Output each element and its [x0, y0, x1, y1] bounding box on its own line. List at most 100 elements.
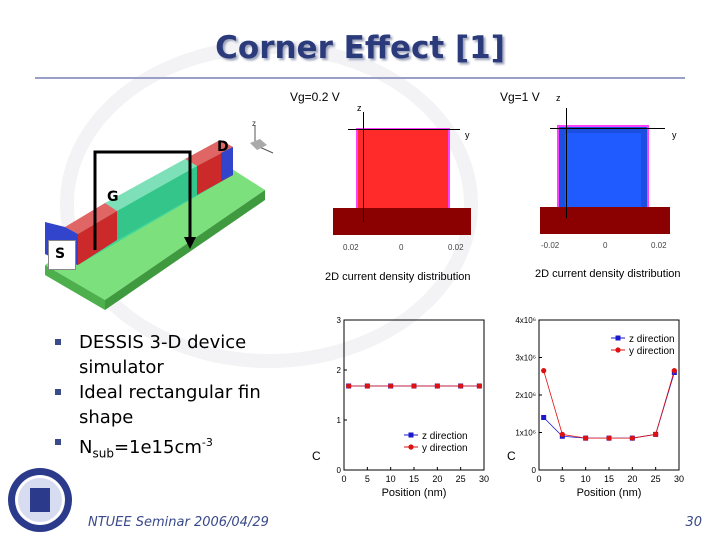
series-line-z-direction [543, 372, 675, 439]
drain-label: D [217, 139, 229, 155]
bullet-marker [55, 439, 61, 445]
gate-front [117, 166, 197, 240]
substrate-side [45, 265, 105, 310]
drain-arrow [93, 150, 192, 250]
x-tick-label: 0 [341, 474, 346, 484]
x-tick-label: 25 [456, 474, 466, 484]
x-tick-label: 20 [432, 474, 442, 484]
x-tick-label: 20 [627, 474, 637, 484]
x-tick-label: 0 [536, 474, 541, 484]
data-point-y-direction [411, 383, 417, 389]
bullet-subscript: sub [92, 446, 114, 461]
device-axis-z-label: z [252, 119, 256, 128]
map1-tick-left: 0.02 [343, 243, 359, 252]
legend-label: z direction [629, 334, 675, 345]
line-chart-vg-1: 0 5 10 15 20 25 30 0 1x10⁶ 2x10⁶ 3x10⁶ 4x10⁶ Positio… [507, 316, 684, 499]
x-axis-label: Position (nm) [577, 487, 642, 499]
x-tick-label: 5 [365, 474, 370, 484]
y-axis-label: C [312, 449, 321, 463]
legend-marker [408, 444, 414, 450]
y-tick-label: 3x10⁶ [515, 354, 536, 363]
data-point-z-direction [541, 415, 547, 420]
finfet-illustration [45, 125, 274, 310]
vg-label-2: Vg=1 V [500, 90, 540, 104]
bullet-superscript: -3 [201, 436, 213, 449]
data-point-y-direction [653, 431, 659, 437]
bullet-item: DESSIS 3-D device simulator [55, 330, 285, 380]
bullet-text-n: N [79, 437, 93, 458]
bullet-text: Ideal rectangular fin shape [79, 382, 261, 428]
x-tick-label: 10 [386, 474, 396, 484]
source-face [78, 211, 117, 265]
substrate-front [105, 190, 265, 310]
bullet-text: DESSIS 3-D device simulator [79, 332, 247, 378]
y-tick-label: 1x10⁶ [515, 429, 536, 438]
data-point-y-direction [606, 435, 612, 441]
y-tick-label: 3 [337, 316, 342, 325]
vg-label-1: Vg=0.2 V [290, 90, 340, 104]
slide-title: Corner Effect [1] [215, 30, 505, 66]
y-tick-label: 2x10⁶ [515, 391, 536, 400]
map2-axis-y: y [672, 130, 677, 140]
university-seal-logo [8, 468, 72, 532]
data-point-y-direction [434, 383, 440, 389]
bullet-marker [55, 389, 61, 395]
map2-substrate [540, 207, 670, 234]
map2-axis-z: z [556, 93, 561, 103]
x-tick-label: 25 [651, 474, 661, 484]
legend-label: y direction [422, 443, 468, 454]
y-axis-label: C [507, 449, 516, 463]
gate-top [105, 159, 197, 211]
x-axis-label: Position (nm) [382, 487, 447, 499]
map2-tick-right: 0.02 [651, 241, 667, 250]
map2-axis-z-line [566, 108, 567, 218]
legend-marker [615, 335, 621, 341]
series-line-y-direction [543, 370, 675, 439]
gate-label: G [107, 189, 119, 205]
data-point-y-direction [458, 383, 464, 389]
x-tick-label: 15 [409, 474, 419, 484]
x-tick-label: 10 [581, 474, 591, 484]
legend-marker [408, 432, 414, 438]
legend-label: y direction [629, 346, 675, 357]
drain-top [185, 140, 233, 166]
map2-tick-mid: 0 [603, 241, 608, 250]
map1-axis-y: y [465, 130, 470, 140]
map1-substrate [333, 208, 471, 235]
drain-arrowhead [184, 237, 196, 249]
map1-axis-y-line [348, 129, 460, 130]
legend-marker [615, 347, 621, 353]
map2-tick-left: -0.02 [541, 241, 560, 250]
y-tick-label: 4x10⁶ [515, 316, 536, 325]
x-tick-label: 30 [479, 474, 489, 484]
y-tick-label: 0 [337, 466, 342, 475]
map1-axis-z: z [357, 103, 362, 113]
source-top [65, 203, 117, 234]
axis-marker-cube [250, 139, 267, 150]
data-point-y-direction [346, 383, 352, 389]
y-tick-label: 0 [532, 466, 537, 475]
x-tick-label: 5 [560, 474, 565, 484]
density-map-2 [557, 125, 649, 217]
data-point-y-direction [364, 383, 370, 389]
map2-axis-y-line [550, 128, 665, 129]
data-point-y-direction [559, 431, 565, 437]
map1-axis-z-line [363, 112, 364, 222]
y-tick-label: 1 [337, 416, 342, 425]
source-tag-box [48, 240, 76, 270]
map2-caption: 2D current density distribution [535, 268, 681, 280]
map1-caption: 2D current density distribution [325, 271, 471, 283]
y-tick-label: 2 [337, 366, 342, 375]
bullet-item: Nsub=1e15cm-3 [55, 430, 285, 467]
data-point-y-direction [629, 435, 635, 441]
data-point-y-direction [671, 368, 677, 374]
bullet-item: Ideal rectangular fin shape [55, 380, 285, 430]
density-map-1 [356, 128, 450, 222]
bullet-marker [55, 339, 61, 345]
map1-tick-mid: 0 [399, 243, 404, 252]
page-number: 30 [685, 515, 702, 530]
data-point-y-direction [476, 383, 482, 389]
data-point-y-direction [541, 368, 547, 374]
data-point-y-direction [583, 435, 589, 441]
bullet-text-tail: =1e15cm [113, 437, 202, 458]
